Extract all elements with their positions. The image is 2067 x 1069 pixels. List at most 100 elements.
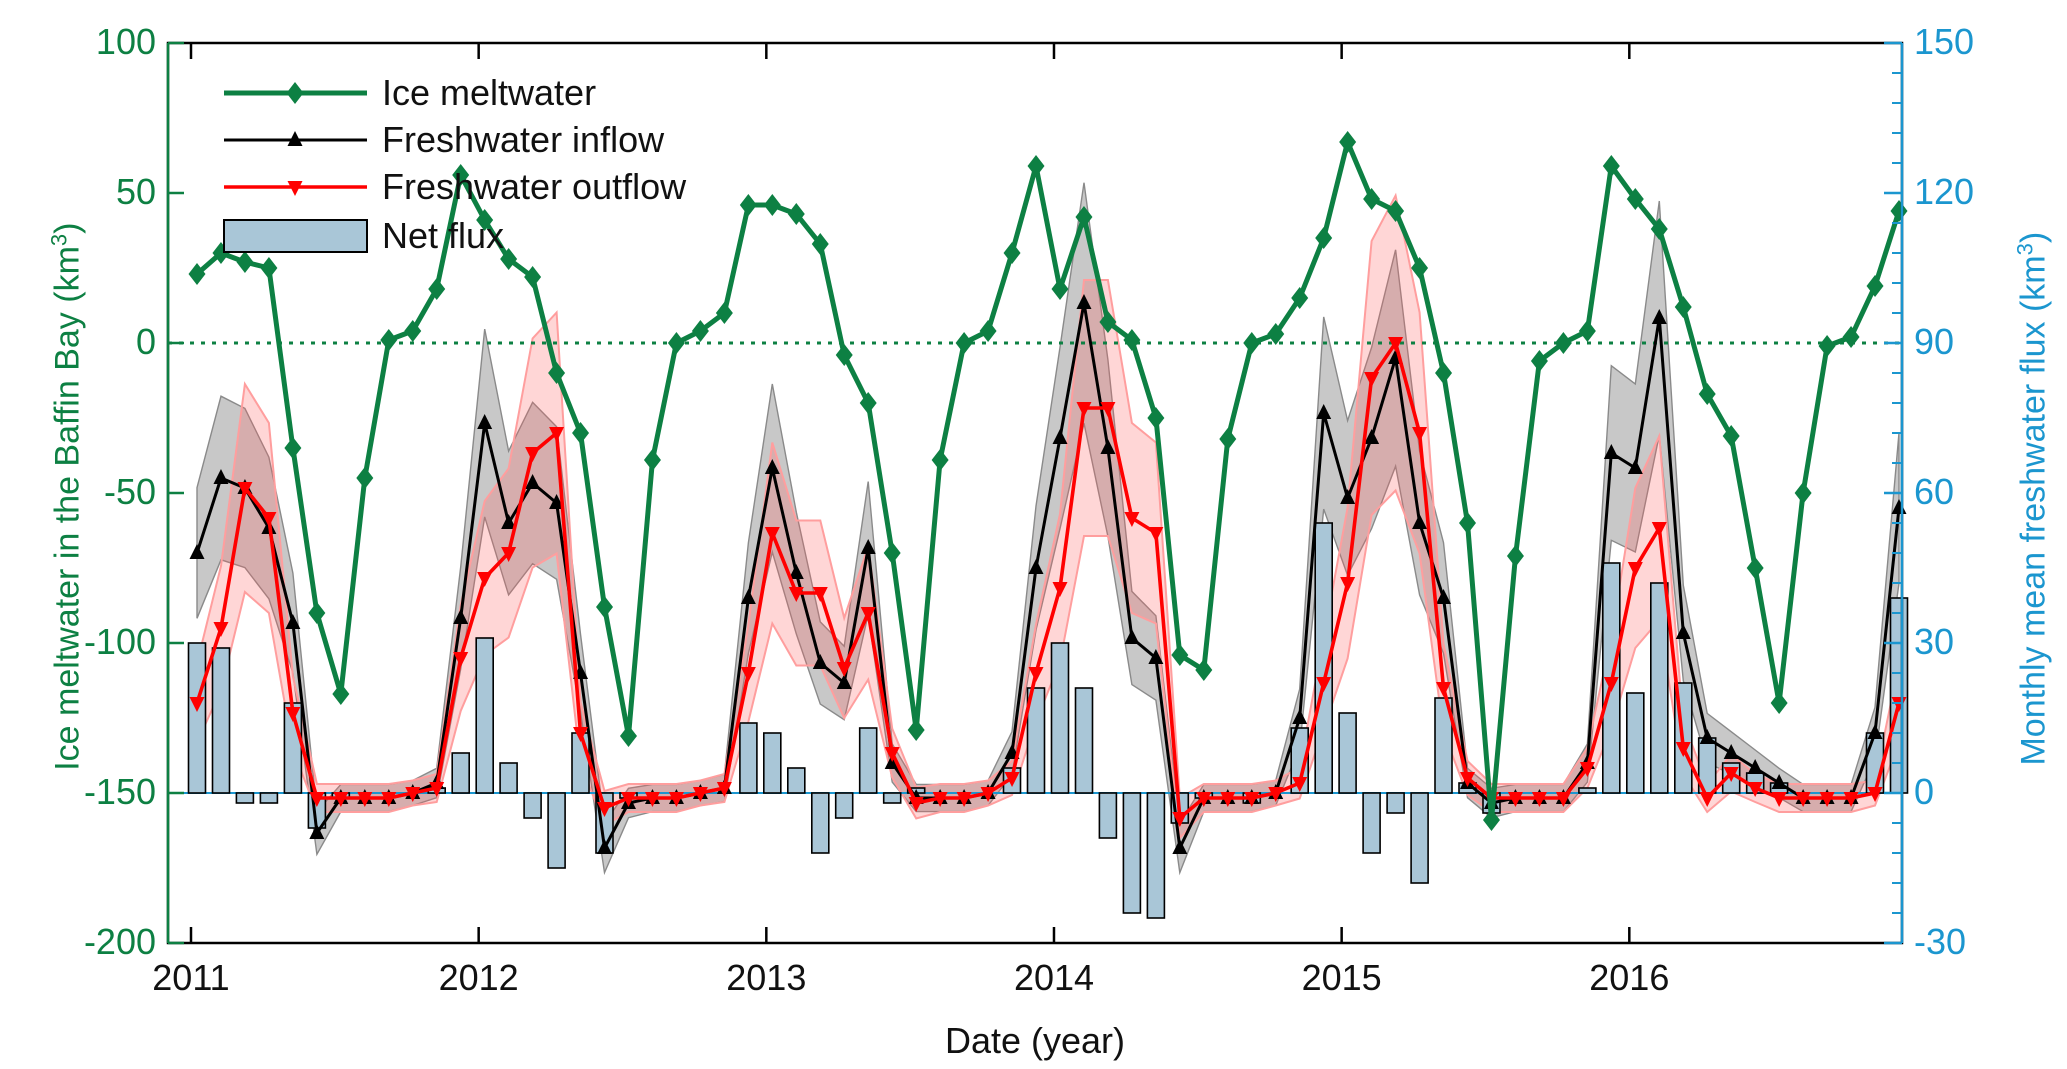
x-tick-label: 2012	[439, 957, 519, 998]
freshwater-outflow-marker	[261, 512, 277, 527]
net-flux-bar	[547, 792, 566, 869]
freshwater-outflow-marker	[525, 447, 541, 462]
freshwater-outflow-marker	[1675, 742, 1691, 757]
net-flux-bar	[1362, 792, 1381, 854]
freshwater-inflow-marker	[1124, 629, 1140, 644]
freshwater-inflow-marker	[1675, 624, 1691, 639]
x-tick-label: 2014	[1014, 957, 1094, 998]
freshwater-outflow-marker	[213, 622, 229, 637]
ice-meltwater-marker	[1890, 200, 1908, 222]
y-axis-label-right: Monthly mean freshwater flux (km3)	[2012, 231, 2053, 766]
ice-meltwater-marker	[1027, 155, 1045, 177]
freshwater-inflow-marker	[1100, 439, 1116, 454]
freshwater-outflow-marker	[1076, 402, 1092, 417]
freshwater-outflow-marker	[1603, 677, 1619, 692]
freshwater-outflow-marker	[1723, 767, 1739, 782]
ice-meltwater-marker	[979, 320, 997, 342]
freshwater-inflow-marker	[1412, 514, 1428, 529]
freshwater-inflow-marker	[860, 539, 876, 554]
ice-meltwater-marker	[1674, 296, 1692, 318]
net-flux-bar	[1290, 727, 1309, 794]
ice-meltwater-marker	[763, 194, 781, 216]
freshwater-inflow-marker	[309, 824, 325, 839]
freshwater-outflow-marker	[980, 787, 996, 802]
x-tick-label: 2015	[1302, 957, 1382, 998]
ice-meltwater-marker	[1219, 428, 1237, 450]
net-flux-bar	[1410, 792, 1429, 884]
y-right-tick-label: 0	[1914, 771, 1934, 812]
freshwater-outflow-marker	[644, 792, 660, 807]
freshwater-inflow-marker	[1316, 404, 1332, 419]
freshwater-outflow-marker	[1124, 512, 1140, 527]
legend-label-net: Net flux	[382, 215, 504, 256]
freshwater-outflow-marker	[1819, 792, 1835, 807]
ice-meltwater-marker	[1770, 692, 1788, 714]
ice-meltwater-marker	[1459, 512, 1477, 534]
freshwater-outflow-marker	[1268, 787, 1284, 802]
freshwater-inflow-marker	[1076, 294, 1092, 309]
y-right-tick-label: 150	[1914, 21, 1974, 62]
ice-meltwater-marker	[691, 320, 709, 342]
ice-meltwater-marker	[1387, 200, 1405, 222]
ice-meltwater-marker	[1243, 332, 1261, 354]
ice-meltwater-marker	[955, 332, 973, 354]
freshwater-outflow-marker	[1292, 777, 1308, 792]
series-freshwater-outflow	[195, 341, 1901, 820]
ice-meltwater-marker	[1602, 155, 1620, 177]
freshwater-outflow-marker	[1867, 787, 1883, 802]
ice-meltwater-marker	[308, 602, 326, 624]
ice-meltwater-marker	[1411, 257, 1429, 279]
ice-meltwater-marker	[1267, 323, 1285, 345]
ice-meltwater-marker	[548, 362, 566, 384]
ice-meltwater-marker	[356, 467, 374, 489]
net-flux-bar	[1026, 687, 1046, 794]
freshwater-inflow-marker	[1052, 429, 1068, 444]
ice-meltwater-marker	[715, 302, 733, 324]
freshwater-outflow-marker	[357, 792, 373, 807]
freshwater-outflow-marker	[764, 527, 780, 542]
ice-meltwater-marker	[428, 278, 446, 300]
ice-meltwater-marker	[524, 266, 542, 288]
net-flux-bar	[786, 767, 806, 794]
ice-meltwater-marker	[1578, 320, 1596, 342]
net-flux-bar	[1386, 792, 1405, 814]
freshwater-outflow-marker	[1531, 792, 1547, 807]
freshwater-outflow-marker	[597, 802, 613, 817]
freshwater-outflow-marker	[620, 792, 636, 807]
freshwater-outflow-marker	[1843, 792, 1859, 807]
freshwater-outflow-marker	[1436, 682, 1452, 697]
freshwater-outflow-marker	[1388, 337, 1404, 352]
freshwater-outflow-marker	[549, 427, 565, 442]
ice-meltwater-marker	[1650, 218, 1668, 240]
ice-meltwater-marker	[619, 725, 637, 747]
ice-meltwater-marker	[883, 542, 901, 564]
legend-label-inflow: Freshwater inflow	[382, 119, 665, 160]
freshwater-inflow-marker	[740, 589, 756, 604]
y-right-tick-label: 60	[1914, 471, 1954, 512]
freshwater-inflow-marker	[764, 459, 780, 474]
ice-meltwater-marker	[380, 329, 398, 351]
y-right-tick-label: 30	[1914, 621, 1954, 662]
y-right-tick-label: -30	[1914, 921, 1966, 962]
freshwater-outflow-marker	[692, 787, 708, 802]
ice-meltwater-marker	[667, 332, 685, 354]
freshwater-outflow-marker	[956, 792, 972, 807]
legend-marker-triangle-down	[287, 181, 303, 196]
ice-meltwater-marker	[596, 596, 614, 618]
net-flux-bar	[882, 792, 902, 804]
freshwater-outflow-marker	[1460, 772, 1476, 787]
y-left-tick-label: -50	[104, 471, 156, 512]
freshwater-inflow-marker	[1148, 649, 1164, 664]
freshwater-inflow-marker	[453, 609, 469, 624]
freshwater-outflow-marker	[1555, 792, 1571, 807]
freshwater-inflow-marker	[836, 674, 852, 689]
net-flux-bar	[1578, 787, 1597, 794]
net-flux-bar	[834, 792, 854, 819]
freshwater-outflow-marker	[1795, 792, 1811, 807]
net-flux-bar	[1650, 582, 1669, 794]
freshwater-inflow-marker	[597, 839, 613, 854]
freshwater-outflow-marker	[453, 652, 469, 667]
ice-meltwater-marker	[643, 449, 661, 471]
net-flux-bar	[1434, 697, 1453, 794]
